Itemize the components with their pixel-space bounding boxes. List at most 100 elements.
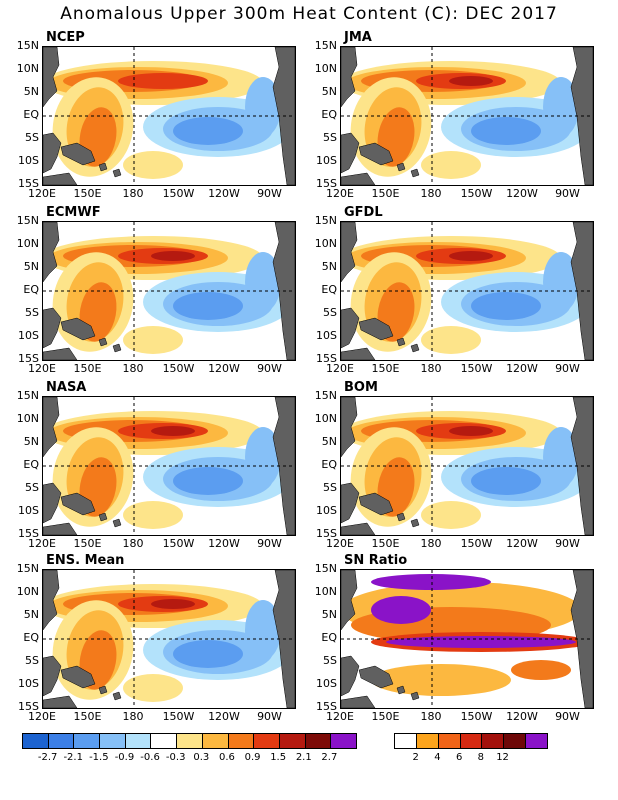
anomaly-contour — [371, 664, 511, 696]
colorbar-label: 12 — [496, 752, 509, 763]
map-canvas — [43, 222, 295, 360]
colorbar-label: 0.6 — [218, 752, 235, 763]
lon-tick-label: 120E — [28, 710, 56, 723]
lon-tick-label: 90W — [257, 537, 282, 550]
land-mass — [341, 307, 360, 349]
anomaly-contour — [511, 660, 571, 680]
anomaly-contour — [245, 427, 281, 487]
colorbar-label: -0.9 — [114, 752, 135, 763]
colorbar-swatch — [74, 734, 101, 748]
colorbar-label: -2.7 — [37, 752, 58, 763]
lon-tick-label: 120W — [208, 362, 240, 375]
lon-tick-label: 150W — [460, 537, 493, 550]
land-mass — [358, 665, 394, 689]
colorbar-swatch — [279, 734, 306, 748]
land-mass — [43, 695, 78, 708]
lon-tick-label: 180 — [122, 537, 144, 550]
land-mass — [341, 47, 358, 108]
anomaly-contour — [118, 73, 208, 89]
lat-tick-label: 5N — [321, 260, 337, 273]
lon-tick-label: 150E — [371, 362, 400, 375]
colorbar-swatch — [100, 734, 126, 748]
lat-tick-label: 15N — [16, 389, 39, 402]
lat-tick-label: 10N — [16, 62, 39, 75]
land-mass — [341, 222, 358, 283]
lon-tick-label: 120W — [208, 710, 240, 723]
map-canvas — [341, 222, 593, 360]
lon-tick-label: 150W — [460, 710, 493, 723]
map-panel — [42, 396, 296, 536]
land-mass — [98, 512, 108, 522]
land-mass — [341, 132, 360, 174]
lat-tick-label: 15S — [18, 177, 39, 190]
lon-tick-label: 120W — [208, 537, 240, 550]
colorbar-label: 2.1 — [295, 752, 312, 763]
colorbar-label: -0.3 — [165, 752, 186, 763]
colorbar-swatch — [254, 734, 280, 748]
anomaly-contour — [371, 574, 491, 590]
colorbar-swatch — [177, 734, 203, 748]
lat-tick-label: 5S — [323, 481, 337, 494]
lon-tick-label: 120E — [326, 537, 354, 550]
lon-tick-label: 90W — [257, 187, 282, 200]
colorbar-swatch — [504, 734, 527, 748]
lon-tick-label: 180 — [122, 710, 144, 723]
map-panel — [42, 46, 296, 186]
lon-tick-label: 150W — [162, 187, 195, 200]
anomaly-contour — [123, 501, 183, 529]
land-mass — [341, 695, 376, 708]
map-panel — [340, 46, 594, 186]
lat-tick-label: 10N — [16, 585, 39, 598]
colorbar-label: 2 — [412, 752, 419, 763]
lat-tick-label: 10S — [316, 154, 337, 167]
lon-tick-label: 180 — [420, 710, 442, 723]
lon-tick-label: 180 — [420, 187, 442, 200]
colorbar-label: 4 — [434, 752, 441, 763]
land-mass — [396, 685, 406, 695]
lat-tick-label: 5N — [23, 608, 39, 621]
anomaly-contour — [449, 76, 493, 86]
lat-tick-label: EQ — [321, 108, 337, 121]
land-mass — [43, 655, 62, 697]
lon-tick-label: 90W — [257, 710, 282, 723]
land-mass — [98, 337, 108, 347]
lat-tick-label: 5S — [25, 131, 39, 144]
lat-tick-label: 15N — [314, 562, 337, 575]
panel-title: SN Ratio — [344, 553, 408, 568]
anomaly-contour — [173, 467, 243, 495]
lon-tick-label: 90W — [555, 710, 580, 723]
lat-tick-label: 10N — [16, 412, 39, 425]
lon-tick-label: 150W — [460, 187, 493, 200]
land-mass — [60, 492, 96, 516]
lat-tick-label: 10S — [18, 329, 39, 342]
colorbar-label: 1.5 — [270, 752, 287, 763]
colorbar-swatch — [202, 734, 229, 748]
colorbar-anomaly — [22, 733, 357, 749]
land-mass — [341, 347, 376, 360]
lat-tick-label: 15S — [18, 527, 39, 540]
lat-tick-label: EQ — [23, 108, 39, 121]
lon-tick-label: 90W — [257, 362, 282, 375]
anomaly-contour — [471, 292, 541, 320]
land-mass — [112, 691, 122, 701]
land-mass — [396, 162, 406, 172]
map-canvas — [341, 397, 593, 535]
map-panel — [42, 221, 296, 361]
lat-tick-label: 15N — [314, 39, 337, 52]
colorbar-label: -0.6 — [140, 752, 160, 763]
map-canvas — [341, 570, 593, 708]
lon-tick-label: 120W — [506, 537, 538, 550]
anomaly-contour — [386, 636, 576, 648]
lat-tick-label: 10N — [314, 62, 337, 75]
lon-tick-label: 150W — [162, 362, 195, 375]
land-mass — [112, 168, 122, 178]
panel-title: NASA — [46, 380, 87, 395]
anomaly-contour — [245, 252, 281, 312]
panel-title: GFDL — [344, 205, 383, 220]
colorbar-swatch — [305, 734, 332, 748]
colorbar-swatch — [460, 734, 483, 748]
lat-tick-label: 10S — [18, 504, 39, 517]
lon-tick-label: 120E — [28, 362, 56, 375]
anomaly-contour — [421, 501, 481, 529]
land-mass — [358, 142, 394, 166]
